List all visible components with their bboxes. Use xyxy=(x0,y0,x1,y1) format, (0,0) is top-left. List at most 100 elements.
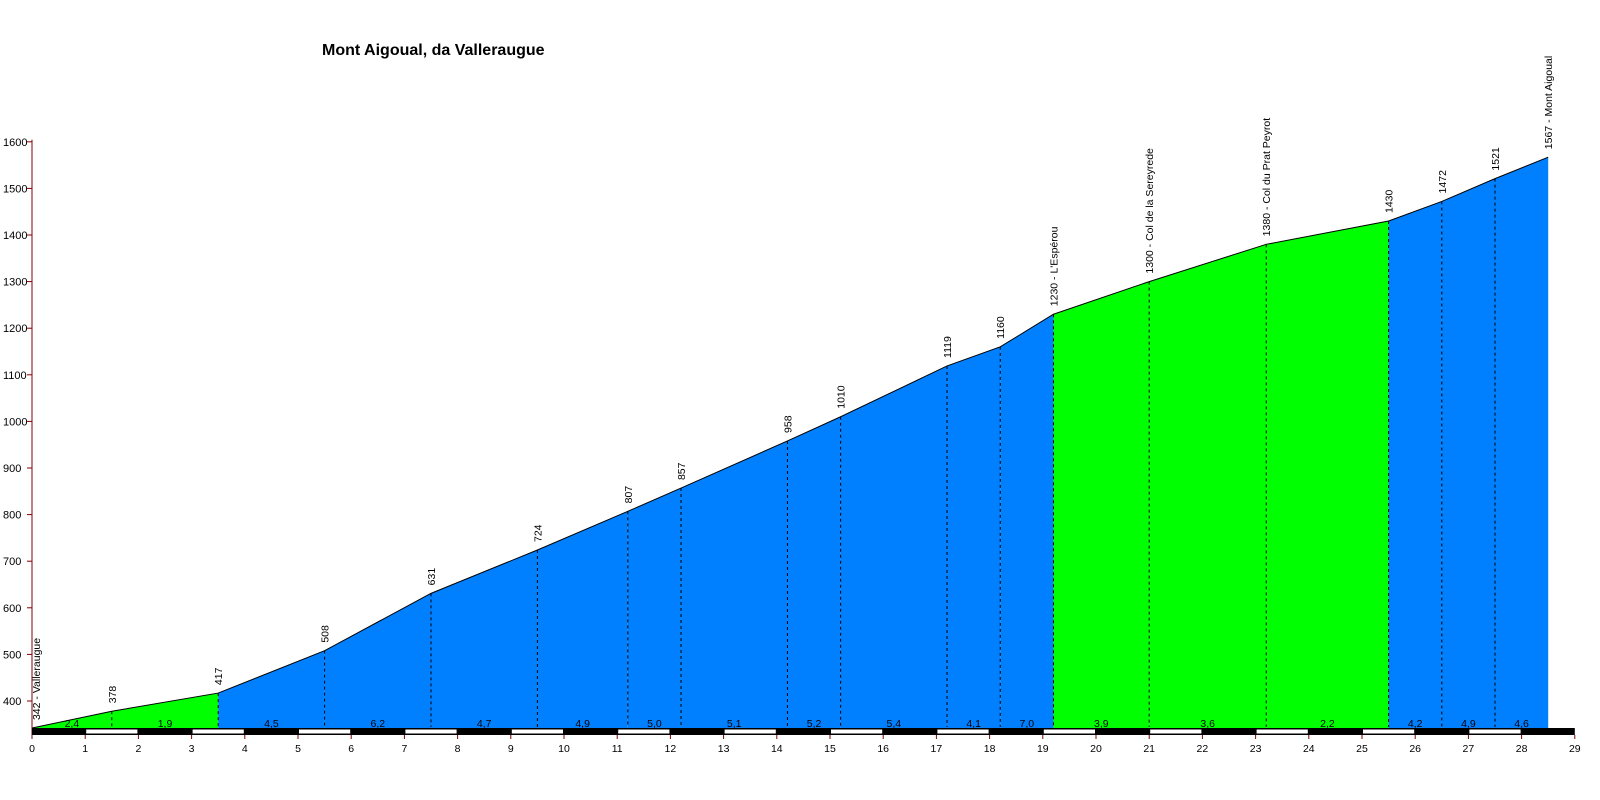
ruler-block xyxy=(1150,729,1202,734)
point-label: 724 xyxy=(532,524,544,542)
x-tick-label: 28 xyxy=(1516,743,1528,755)
x-tick-label: 6 xyxy=(348,743,354,755)
segment-area xyxy=(111,693,219,735)
y-tick-label: 1000 xyxy=(3,416,27,428)
ruler-block xyxy=(511,729,563,734)
segment-area xyxy=(1441,178,1495,735)
point-label: 1521 xyxy=(1490,147,1502,171)
y-tick-label: 1300 xyxy=(3,277,27,289)
grade-label: 6,2 xyxy=(370,718,385,730)
point-label: 857 xyxy=(676,462,688,480)
ruler-block xyxy=(1256,729,1308,734)
point-label: 417 xyxy=(213,667,225,685)
ruler-block xyxy=(1363,729,1415,734)
point-label: 631 xyxy=(426,568,438,586)
grade-label: 4,2 xyxy=(1408,718,1423,730)
x-tick-label: 8 xyxy=(455,743,461,755)
ruler-block xyxy=(1043,729,1095,734)
segment-area xyxy=(431,550,538,735)
point-label: 1380 - Col du Prat Peyrot xyxy=(1261,118,1273,237)
x-tick-label: 3 xyxy=(189,743,195,755)
x-tick-label: 18 xyxy=(984,743,996,755)
profile-outline xyxy=(31,156,1549,729)
point-label: 958 xyxy=(782,415,794,433)
y-tick-label: 400 xyxy=(3,696,21,708)
x-tick-label: 7 xyxy=(401,743,407,755)
x-tick-label: 17 xyxy=(931,743,943,755)
y-tick-label: 1600 xyxy=(3,137,27,149)
x-tick-label: 14 xyxy=(771,743,783,755)
x-tick-label: 4 xyxy=(242,743,248,755)
grade-label: 4,9 xyxy=(1461,718,1476,730)
point-label: 378 xyxy=(107,686,119,704)
x-tick-label: 15 xyxy=(824,743,836,755)
point-label: 342 - Valleraugue xyxy=(31,638,43,720)
ruler-block xyxy=(192,729,244,734)
x-tick-label: 27 xyxy=(1463,743,1475,755)
segment-area xyxy=(1053,281,1150,735)
grade-label: 3,9 xyxy=(1094,718,1109,730)
elevation-segments xyxy=(32,157,1549,736)
x-tick-label: 10 xyxy=(558,743,570,755)
point-label: 807 xyxy=(623,486,635,504)
grade-label: 2,2 xyxy=(1320,718,1335,730)
x-tick-label: 19 xyxy=(1037,743,1049,755)
segment-area xyxy=(218,650,325,735)
ruler-block xyxy=(1469,729,1521,734)
ruler-block xyxy=(86,729,138,734)
y-tick-label: 900 xyxy=(3,463,21,475)
x-tick-label: 20 xyxy=(1090,743,1102,755)
x-tick-label: 24 xyxy=(1303,743,1315,755)
point-label: 1119 xyxy=(942,336,954,358)
point-label: 1160 xyxy=(995,316,1007,339)
grade-label: 4,1 xyxy=(966,718,981,730)
x-tick-label: 21 xyxy=(1143,743,1155,755)
x-tick-label: 16 xyxy=(877,743,889,755)
x-tick-label: 9 xyxy=(508,743,514,755)
grade-label: 5,4 xyxy=(887,718,902,730)
x-tick-label: 23 xyxy=(1250,743,1262,755)
grade-label: 7,0 xyxy=(1020,718,1035,730)
x-tick-label: 26 xyxy=(1409,743,1421,755)
grade-label: 4,6 xyxy=(1514,718,1529,730)
segment-area xyxy=(537,511,628,735)
grade-label: 4,5 xyxy=(264,718,279,730)
y-tick-label: 1100 xyxy=(3,370,27,382)
segment-area xyxy=(1495,157,1549,736)
x-tick-label: 5 xyxy=(295,743,301,755)
ruler-block xyxy=(405,729,457,734)
grade-label: 5,2 xyxy=(807,718,822,730)
segment-area xyxy=(324,593,431,735)
x-tick-label: 22 xyxy=(1197,743,1209,755)
y-tick-label: 1500 xyxy=(3,183,27,195)
segment-area xyxy=(947,346,1001,735)
ruler-block xyxy=(937,729,989,734)
grade-label: 4,9 xyxy=(575,718,590,730)
y-axis: 400 500 600 700 800 900 1000 1100 1200 1300 1400 15… xyxy=(3,137,33,735)
ruler-block xyxy=(724,729,776,734)
y-tick-label: 800 xyxy=(3,510,21,522)
x-tick-label: 2 xyxy=(135,743,141,755)
grade-label: 5,0 xyxy=(647,718,662,730)
x-tick-label: 12 xyxy=(665,743,677,755)
x-tick-label: 1 xyxy=(82,743,88,755)
point-label: 1230 - L'Espérou xyxy=(1048,226,1060,306)
x-tick-label: 13 xyxy=(718,743,730,755)
segment-area xyxy=(787,416,841,735)
y-tick-label: 600 xyxy=(3,603,21,615)
segment-area xyxy=(840,365,948,735)
x-axis: 0 1 2 3 4 5 6 7 8 9 10 11 12 13 14 15 16 17 18 19 20 21 22 23 24… xyxy=(29,735,1581,755)
x-tick-label: 0 xyxy=(29,743,35,755)
ruler-background xyxy=(32,728,1575,735)
x-tick-label: 25 xyxy=(1356,743,1368,755)
y-tick-label: 1200 xyxy=(3,323,27,335)
y-tick-label: 500 xyxy=(3,649,21,661)
segment-area xyxy=(1266,221,1389,735)
point-label: 1010 xyxy=(836,385,848,409)
ruler-block xyxy=(831,729,883,734)
grade-label: 2,4 xyxy=(65,718,80,730)
point-label: 1300 - Col de la Sereyrede xyxy=(1144,148,1156,274)
y-tick-label: 700 xyxy=(3,556,21,568)
point-label: 508 xyxy=(320,625,332,643)
